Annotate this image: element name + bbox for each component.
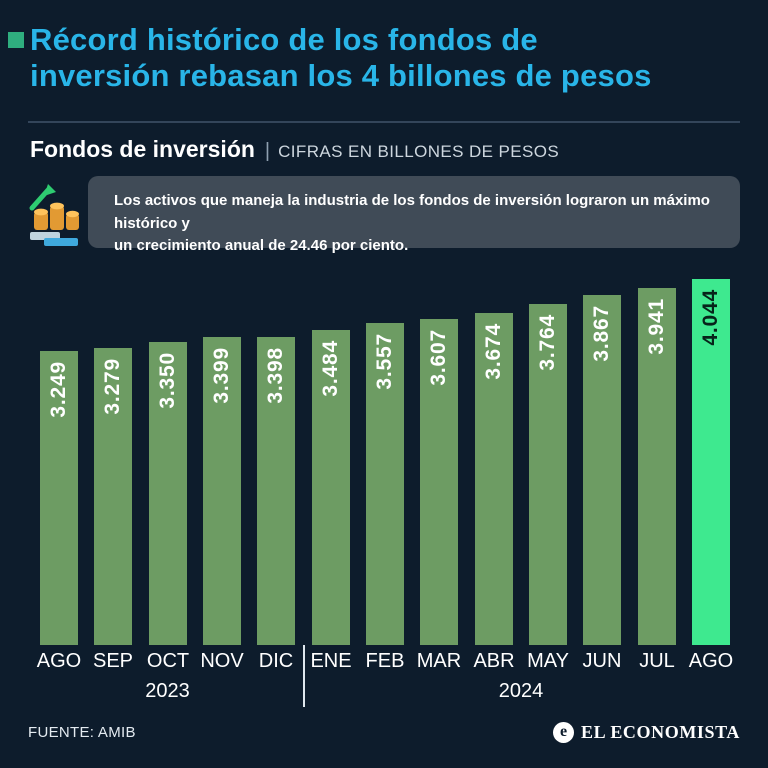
el-economista-icon: e <box>553 721 574 743</box>
footer: FUENTE: AMIB e EL ECONOMISTA <box>28 716 740 748</box>
bar-plot: 3.249 3.279 3.350 3.399 3.398 3.484 3.557 3.607… <box>40 279 730 645</box>
month-label: MAY <box>527 650 569 672</box>
bar-value-label: 3.764 <box>535 314 559 371</box>
bar-ene-5: 3.484 <box>311 329 350 645</box>
header-divider <box>28 121 740 123</box>
bar-value-label: 3.674 <box>481 322 505 380</box>
month-label: JUN <box>582 650 622 672</box>
coins-growth-icon <box>29 184 79 246</box>
bar-value-label: 3.941 <box>644 298 668 355</box>
bar-value-label: 3.867 <box>590 305 614 362</box>
bar-value-label: 3.398 <box>264 347 288 405</box>
period-divider <box>302 645 305 707</box>
bar-nov-3: 3.399 <box>202 337 241 645</box>
subtitle-name: Fondos de inversión <box>30 136 255 162</box>
bar-dic-4: 3.398 <box>257 337 296 645</box>
month-label: OCT <box>146 650 190 672</box>
subtitle-units: CIFRAS EN BILLONES DE PESOS <box>278 142 560 161</box>
subtitle-separator: | <box>264 140 271 162</box>
bar-value-label: 3.557 <box>372 333 396 390</box>
chart-subtitle: Fondos de inversión | CIFRAS EN BILLONES D… <box>30 136 748 163</box>
month-label: FEB <box>365 650 405 672</box>
month-label: AGO <box>688 650 734 672</box>
callout-line-1: Los activos que maneja la industria de l… <box>114 192 710 232</box>
bar-sep-1: 3.279 <box>94 348 133 645</box>
bar-value-label: 4.044 <box>698 289 722 346</box>
bar-ago-12: 4.044 <box>691 279 730 645</box>
x-axis: AGO SEP OCT NOV DIC ENE FEB MAR ABR MAY JUN JUL AGO … <box>36 645 734 710</box>
bar-mar-7: 3.607 <box>420 318 459 645</box>
month-label: NOV <box>200 650 244 672</box>
page-title: Récord histórico de los fondos de invers… <box>30 22 758 94</box>
bar-ago-0: 3.249 <box>40 350 78 645</box>
bar-value-label: 3.279 <box>101 358 125 415</box>
source-label: FUENTE: AMIB <box>28 723 136 741</box>
month-label: DIC <box>258 650 294 672</box>
bar-oct-2: 3.350 <box>148 341 187 645</box>
year-label: 2023 <box>145 680 190 702</box>
title-line-1: Récord histórico de los fondos de <box>30 22 538 57</box>
bar-value-label: 3.249 <box>47 360 70 418</box>
month-label: MAR <box>416 650 462 672</box>
brand-logo: e EL ECONOMISTA <box>553 721 740 743</box>
bar-abr-8: 3.674 <box>474 312 513 645</box>
bar-value-label: 3.484 <box>318 339 342 397</box>
bar-value-label: 3.399 <box>209 347 233 404</box>
callout-box: Los activos que maneja la industria de l… <box>88 176 740 254</box>
month-label: ENE <box>310 650 352 672</box>
bar-value-label: 3.607 <box>427 328 451 386</box>
bar-jun-10: 3.867 <box>583 295 622 645</box>
year-label: 2024 <box>498 680 544 702</box>
bar-value-label: 3.350 <box>155 351 179 409</box>
accent-square <box>8 32 24 48</box>
month-label: ABR <box>473 650 515 672</box>
month-label: AGO <box>36 650 82 672</box>
bar-jul-11: 3.941 <box>637 288 676 645</box>
callout-line-2: un crecimiento anual de 24.46 por ciento… <box>114 237 409 254</box>
month-label: SEP <box>92 650 134 672</box>
brand-name: EL ECONOMISTA <box>581 721 740 742</box>
bar-feb-6: 3.557 <box>365 323 404 645</box>
bar-may-9: 3.764 <box>528 304 567 645</box>
month-label: JUL <box>639 650 675 672</box>
title-line-2: inversión rebasan los 4 billones de peso… <box>30 57 652 93</box>
